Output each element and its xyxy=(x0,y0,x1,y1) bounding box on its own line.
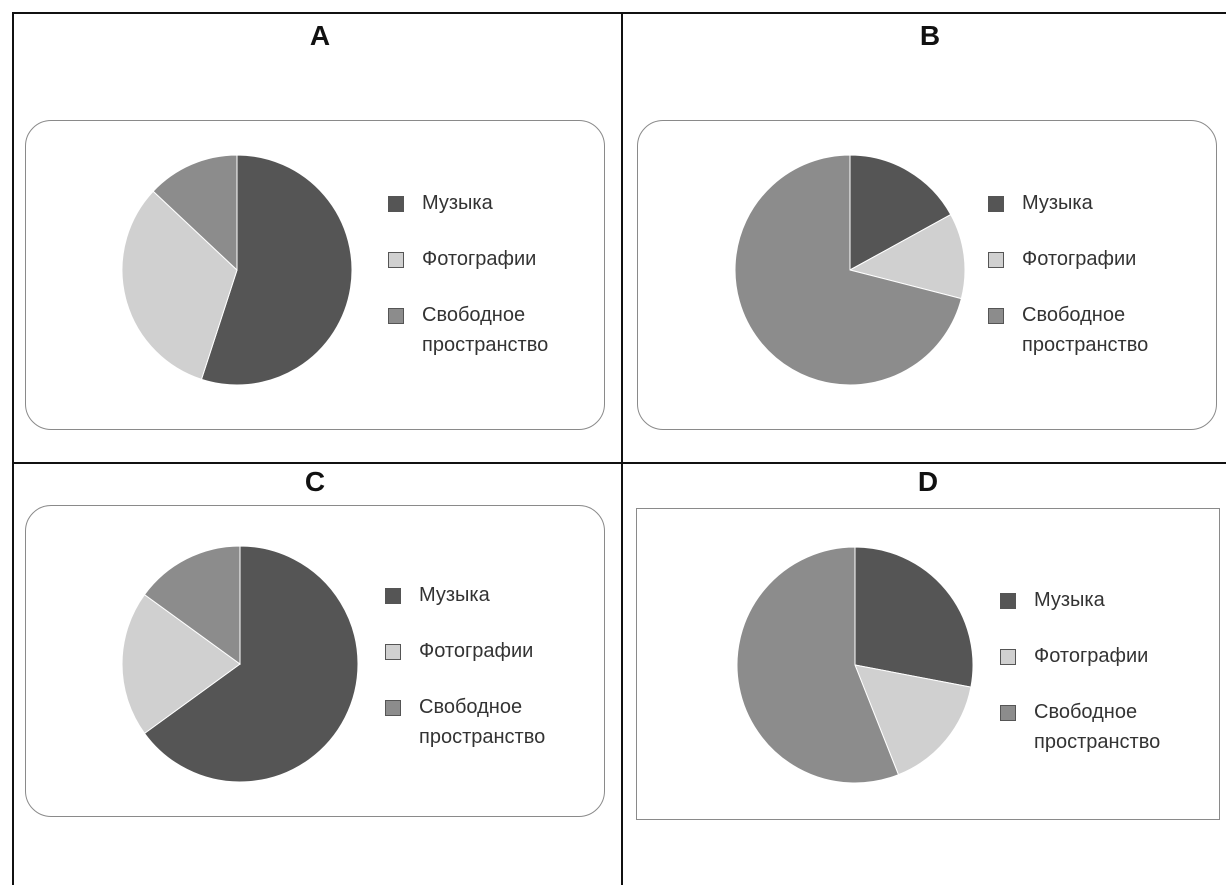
legend-label-free: Свободное пространство xyxy=(1022,304,1149,356)
photos-swatch xyxy=(385,644,401,660)
legend-label-free: Свободное пространство xyxy=(422,304,549,356)
chart-b-card xyxy=(637,120,1217,430)
legend-label-music: Музыка xyxy=(422,192,493,214)
chart-a-card xyxy=(25,120,605,430)
grid-vertical-divider xyxy=(621,12,623,885)
chart-c-title: C xyxy=(304,466,326,497)
photos-swatch xyxy=(1000,649,1016,665)
free-swatch xyxy=(1000,705,1016,721)
music-swatch xyxy=(1000,593,1016,609)
legend-label-free: Свободное пространство xyxy=(419,696,546,748)
legend-label-photos: Фотографии xyxy=(1022,248,1137,270)
legend-label-photos: Фотографии xyxy=(419,640,534,662)
grid-left-border xyxy=(12,12,14,885)
music-swatch xyxy=(385,588,401,604)
legend-label-music: Музыка xyxy=(1034,589,1105,611)
music-swatch xyxy=(388,196,404,212)
chart-b-title: B xyxy=(919,20,941,51)
legend-label-free: Свободное пространство xyxy=(1034,701,1161,753)
photos-swatch xyxy=(988,252,1004,268)
chart-a-title: A xyxy=(309,20,331,51)
free-swatch xyxy=(385,700,401,716)
legend-label-music: Музыка xyxy=(419,584,490,606)
grid-top-border xyxy=(12,12,1226,14)
music-swatch xyxy=(988,196,1004,212)
photos-swatch xyxy=(388,252,404,268)
free-swatch xyxy=(988,308,1004,324)
legend-label-photos: Фотографии xyxy=(1034,645,1149,667)
grid-horizontal-divider xyxy=(12,462,1226,464)
free-swatch xyxy=(388,308,404,324)
legend-label-photos: Фотографии xyxy=(422,248,537,270)
legend-label-music: Музыка xyxy=(1022,192,1093,214)
chart-d-title: D xyxy=(917,466,939,497)
